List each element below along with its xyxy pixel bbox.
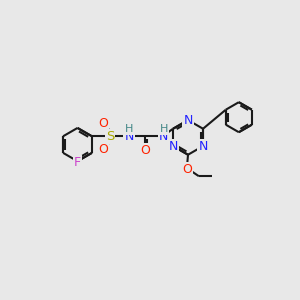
- Text: N: N: [183, 114, 193, 127]
- Text: O: O: [98, 117, 108, 130]
- Text: O: O: [98, 143, 108, 156]
- Text: F: F: [74, 156, 81, 169]
- Text: N: N: [198, 140, 208, 153]
- Text: H: H: [125, 124, 133, 134]
- Text: O: O: [182, 163, 192, 176]
- Text: N: N: [168, 140, 178, 153]
- Text: O: O: [140, 144, 150, 157]
- Text: S: S: [106, 130, 114, 143]
- Text: N: N: [124, 130, 134, 143]
- Text: H: H: [160, 124, 168, 134]
- Text: N: N: [159, 130, 169, 143]
